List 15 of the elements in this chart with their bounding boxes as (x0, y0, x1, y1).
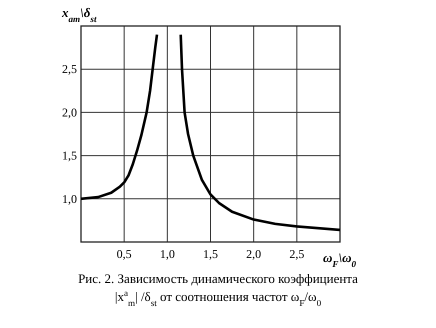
x-axis-title: ω$_{F}$\ω$_{0}$ (323, 250, 356, 269)
line-series (179, 33, 342, 232)
y-axis-title: x$_{am}$\δ$_{st}$ (61, 5, 97, 24)
x-tick-label: 0,5 (116, 247, 132, 261)
y-tick-label: 1,5 (62, 148, 77, 163)
x-tick-label: 1,5 (203, 247, 218, 261)
x-tick-label: 2,5 (289, 247, 304, 261)
y-tick-label: 1,0 (62, 192, 77, 206)
text: Рис. 2. Зависимость динамического коэффициента (78, 271, 358, 286)
text: |x$^{а}$$_{m}$| /δ$_{st}$ от соотношения частот ω$_{F}$/ω$_{0}$ (114, 288, 322, 308)
line-series (80, 33, 158, 200)
x-tick-label: 2,0 (246, 247, 262, 261)
x-tick-label: 1,0 (160, 247, 175, 261)
y-tick-label: 2,5 (62, 62, 77, 76)
y-tick-label: 2,0 (62, 105, 77, 120)
